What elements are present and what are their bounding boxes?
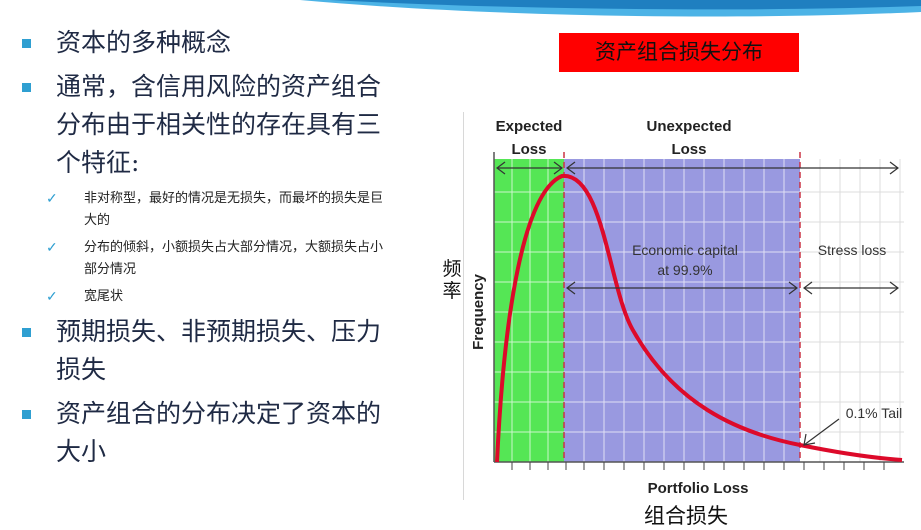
sub-bullet-text: 非对称型，最好的情况是无损失，而最坏的损失是巨大的	[84, 191, 384, 228]
expected-label-bottom: Loss	[511, 141, 546, 158]
x-axis-label: Portfolio Loss	[648, 480, 749, 497]
sub-bullet-item: ✓ 宽尾状	[46, 286, 384, 308]
loss-distribution-chart: Expected Loss Unexpected Loss Economic c…	[463, 112, 921, 500]
bullet-item: 资本的多种概念	[18, 24, 418, 62]
sub-bullet-text: 宽尾状	[84, 289, 124, 304]
bullet-marker	[22, 83, 31, 92]
bullet-list: 资本的多种概念 通常，含信用风险的资产组合分布由于相关性的存在具有三个特征: ✓…	[18, 24, 418, 477]
economic-capital-label: Economic capital	[632, 242, 738, 258]
loss-distribution-curve	[495, 173, 903, 463]
check-icon: ✓	[46, 191, 58, 207]
expected-loss-region	[494, 159, 564, 462]
unexpected-label-top: Unexpected	[646, 118, 731, 135]
bullet-item: 预期损失、非预期损失、压力损失	[18, 313, 386, 389]
check-icon: ✓	[46, 289, 58, 305]
check-icon: ✓	[46, 240, 58, 256]
grid	[493, 159, 800, 462]
y-axis-label-cn: 频率	[442, 258, 462, 302]
grid-stress	[800, 159, 904, 462]
y-axis-label: Frequency	[470, 273, 487, 350]
bullet-text: 预期损失、非预期损失、压力损失	[56, 317, 382, 384]
unexpected-loss-region	[564, 159, 800, 462]
economic-capital-level: at 99.9%	[657, 262, 712, 278]
bullet-text: 资产组合的分布决定了资本的大小	[56, 399, 382, 466]
chart-svg: Expected Loss Unexpected Loss Economic c…	[470, 118, 904, 497]
unexpected-label-bottom: Loss	[671, 141, 706, 158]
tail-label: 0.1% Tail	[846, 405, 903, 421]
stress-loss-label: Stress loss	[818, 242, 886, 258]
bullet-marker	[22, 410, 31, 419]
sub-bullet-item: ✓ 非对称型，最好的情况是无损失，而最坏的损失是巨大的	[46, 188, 384, 232]
bullet-marker	[22, 39, 31, 48]
range-arrows	[496, 161, 899, 446]
bullet-marker	[22, 328, 31, 337]
expected-label-top: Expected	[496, 118, 563, 135]
x-ticks	[511, 462, 885, 470]
bullet-text: 资本的多种概念	[56, 28, 232, 57]
bullet-text: 通常，含信用风险的资产组合分布由于相关性的存在具有三个特征:	[56, 72, 382, 177]
chart-title-box: 资产组合损失分布	[559, 33, 799, 72]
sub-bullet-text: 分布的倾斜，小额损失占大部分情况，大额损失占小部分情况	[84, 240, 384, 277]
sub-bullet-item: ✓ 分布的倾斜，小额损失占大部分情况，大额损失占小部分情况	[46, 237, 384, 281]
x-axis-label-cn: 组合损失	[644, 504, 728, 528]
top-decoration	[300, 0, 921, 17]
bullet-item: 资产组合的分布决定了资本的大小	[18, 395, 396, 471]
bullet-item: 通常，含信用风险的资产组合分布由于相关性的存在具有三个特征:	[18, 68, 396, 182]
